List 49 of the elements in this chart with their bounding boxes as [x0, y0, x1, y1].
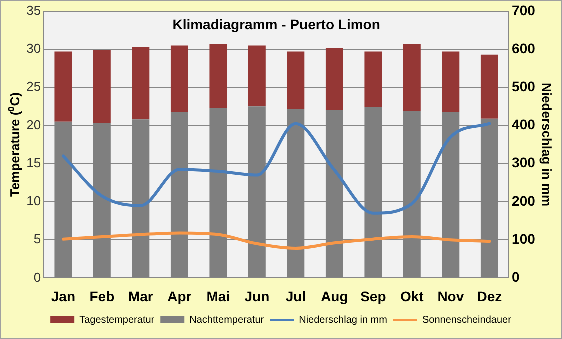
- y2-tick-label: 300: [512, 154, 536, 171]
- chart-title: Klimadiagramm - Puerto Limon: [172, 16, 380, 32]
- y2-axis-title: Niederschlag in mm: [540, 83, 555, 207]
- x-tick-label: Feb: [90, 288, 115, 304]
- y-tick-label: 35: [26, 2, 42, 18]
- x-tick-label: Sep: [360, 288, 386, 304]
- x-tick-label: Mar: [128, 288, 154, 304]
- bar: [326, 48, 344, 110]
- legend-label: Nachttemperatur: [190, 314, 265, 326]
- line-series: [62, 122, 492, 215]
- legend-label: Sonnenscheindauer: [422, 314, 512, 326]
- x-tick-label: Jan: [51, 288, 76, 304]
- bar: [54, 52, 72, 122]
- y-tick-label: 25: [26, 79, 42, 94]
- bar: [248, 46, 266, 107]
- y2-tick-label: 500: [512, 78, 536, 94]
- y2-tick-label: 700: [512, 2, 536, 18]
- bar: [480, 54, 498, 119]
- legend-label: Tagestemperatur: [80, 314, 156, 326]
- bar: [364, 52, 382, 108]
- x-tick-label: Nov: [438, 288, 464, 304]
- x-tick-label: Jul: [286, 288, 306, 304]
- y2-tick-label: 600: [512, 40, 536, 56]
- y-tick-label: 0: [34, 270, 42, 285]
- bar: [210, 44, 228, 108]
- bar: [93, 50, 111, 124]
- y-tick-label: 10: [26, 194, 42, 209]
- x-tick-label: Okt: [400, 288, 424, 304]
- x-tick-label: Dez: [477, 288, 502, 304]
- y2-tick-label: 200: [512, 192, 536, 209]
- y2-tick-label: 0: [512, 269, 520, 286]
- x-tick-label: Apr: [168, 288, 192, 304]
- x-tick-label: Jun: [244, 288, 270, 304]
- line-series: [62, 232, 492, 250]
- bar: [132, 47, 150, 120]
- bar: [442, 52, 460, 112]
- y-axis-title: Temperature (⁰C): [7, 92, 22, 198]
- y2-tick-label: 100: [512, 230, 536, 247]
- x-tick-label: Aug: [321, 288, 348, 304]
- y-tick-label: 15: [26, 155, 42, 170]
- bar: [287, 52, 305, 109]
- x-tick-label: Mai: [206, 288, 230, 304]
- bar: [403, 44, 421, 112]
- legend-label: Niederschlag in mm: [299, 314, 388, 326]
- bar: [170, 46, 188, 112]
- y-tick-label: 20: [26, 117, 42, 132]
- y-tick-label: 5: [34, 232, 42, 247]
- y-tick-label: 30: [26, 41, 42, 56]
- y2-tick-label: 400: [512, 116, 536, 133]
